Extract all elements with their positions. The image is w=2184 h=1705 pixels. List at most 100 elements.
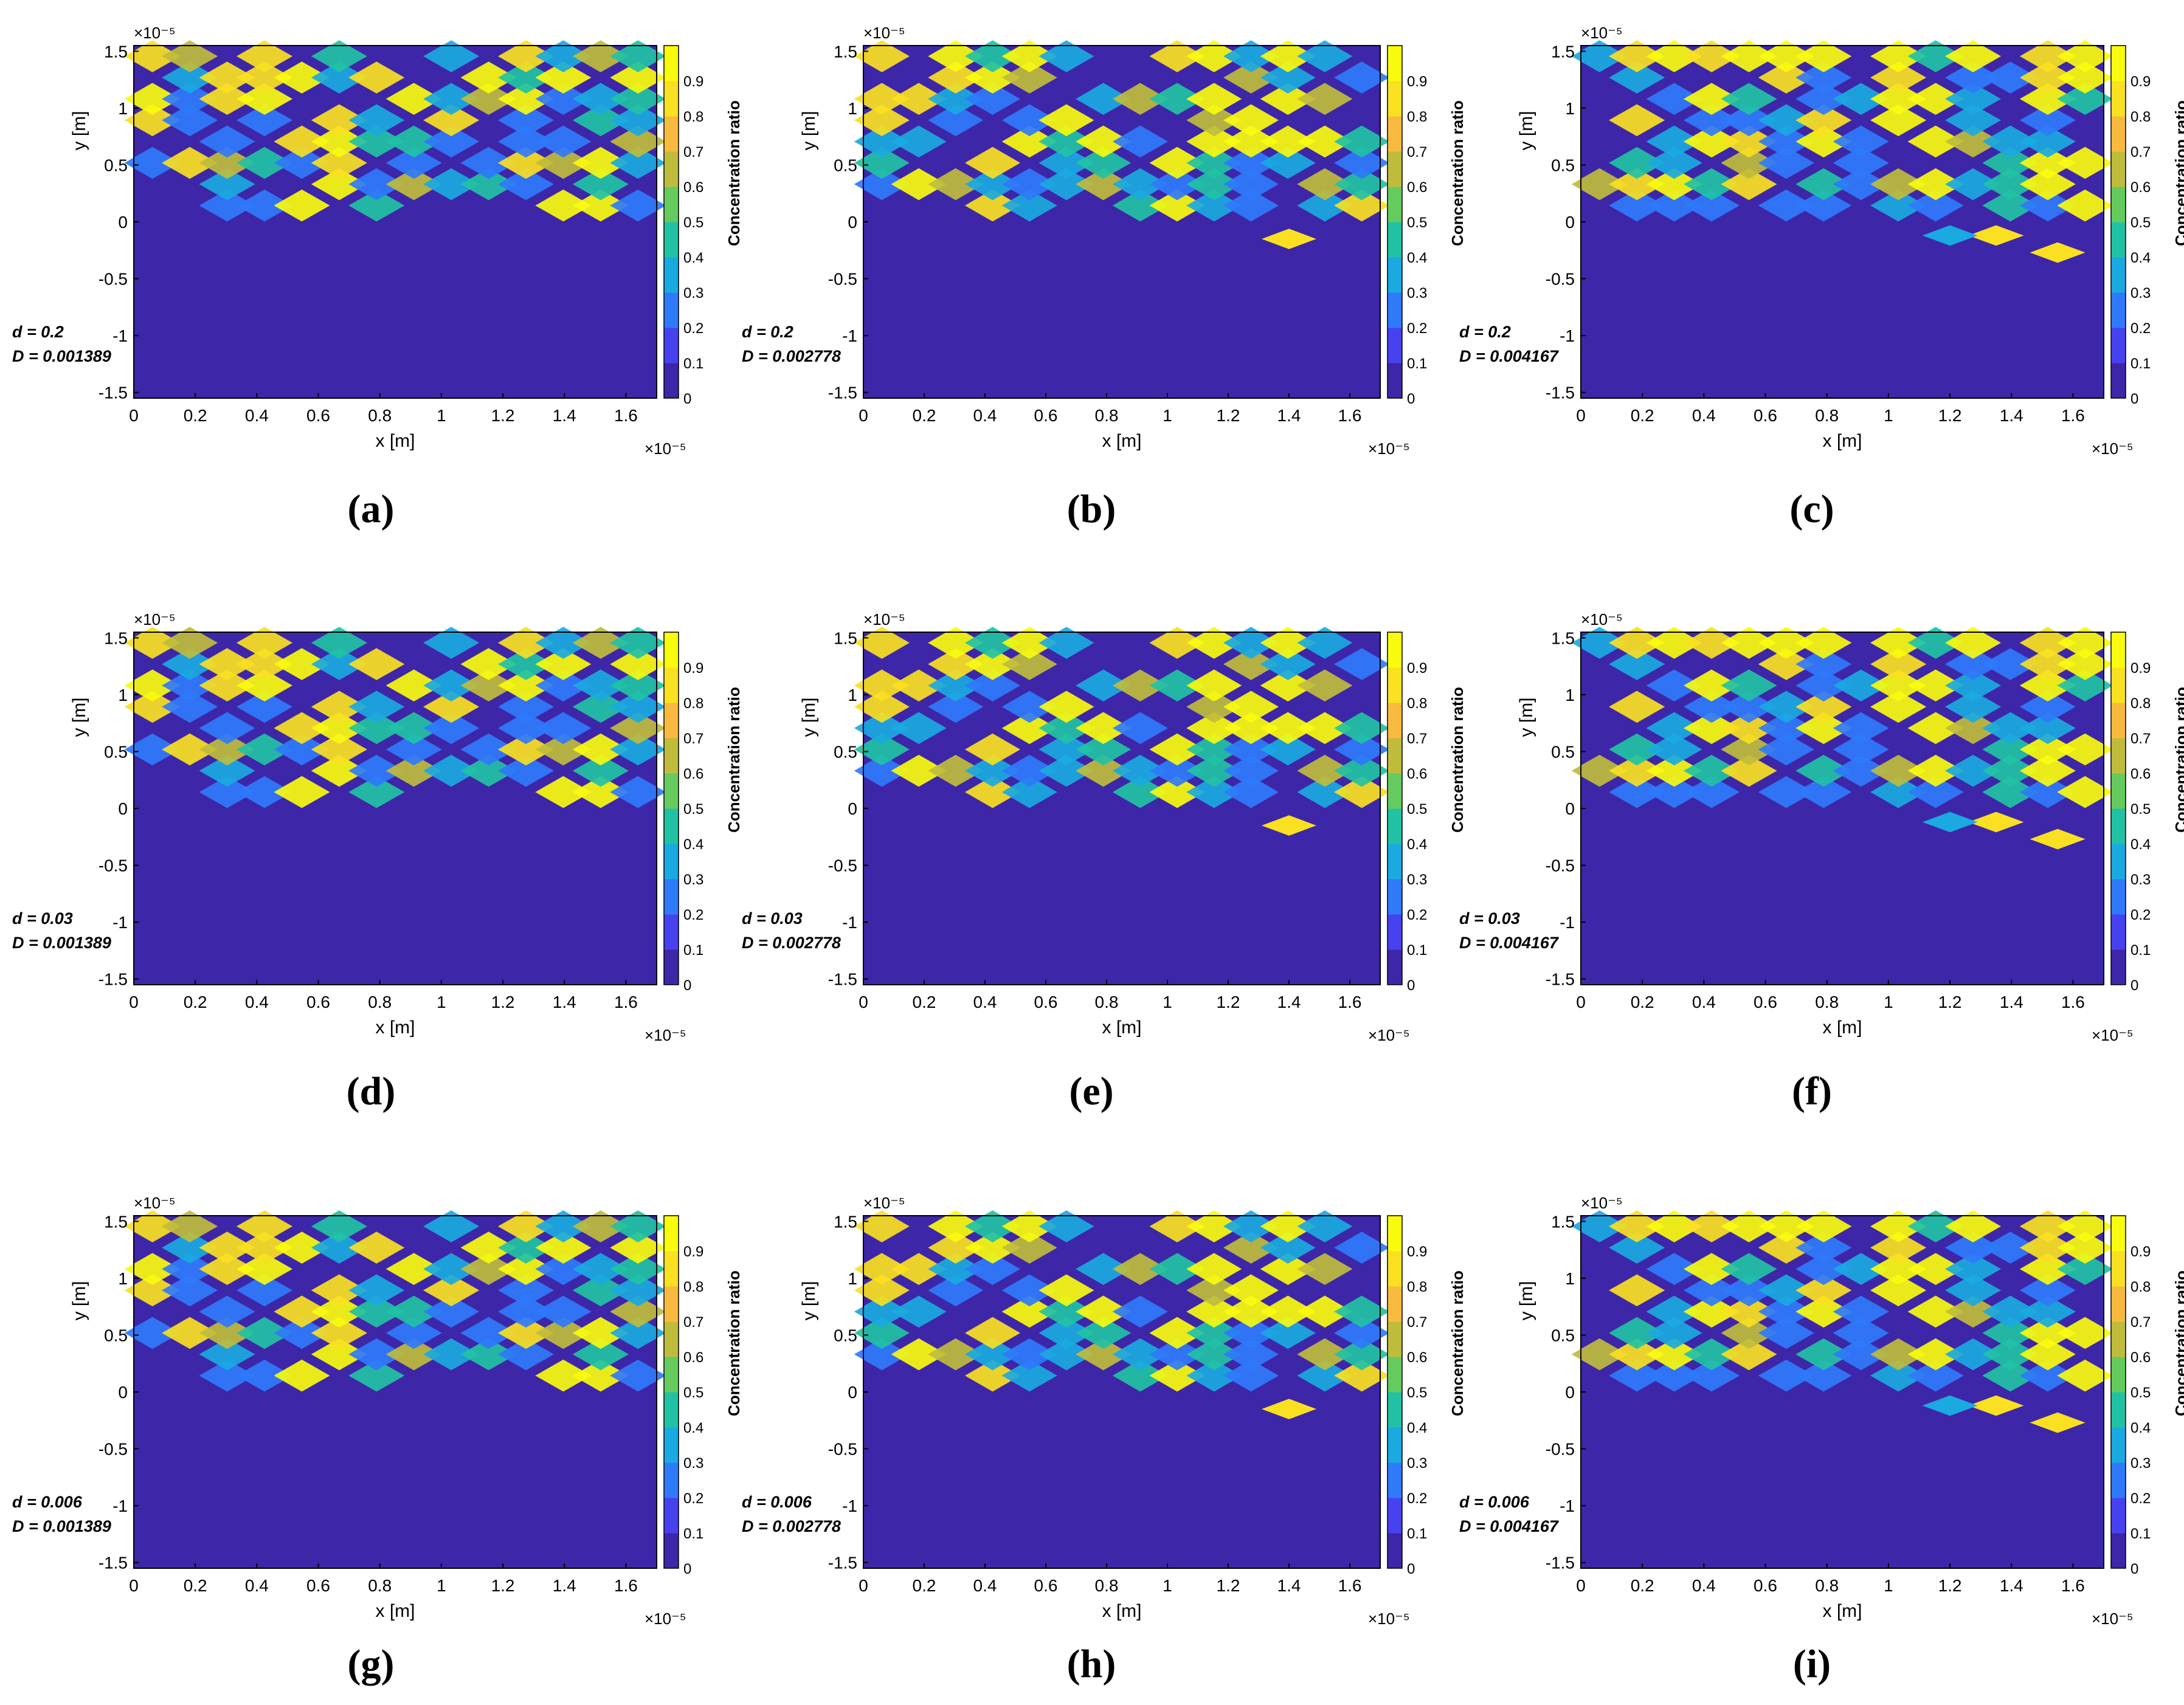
- colorbar-tick-label: 0: [683, 977, 691, 994]
- x-tick-label: 1.6: [2061, 1576, 2085, 1595]
- field-cell: [1683, 83, 1740, 115]
- field-cell: [1076, 1253, 1132, 1286]
- colorbar-tick-label: 0.7: [2130, 144, 2151, 160]
- field-cell: [610, 1231, 666, 1264]
- x-tick-label: 1: [1163, 993, 1172, 1011]
- field-cell: [1795, 1231, 1852, 1264]
- field-spot: [2030, 1412, 2086, 1433]
- colorbar-tick-label: 0.4: [1407, 836, 1427, 853]
- colorbar-tick-label: 0.5: [2130, 215, 2151, 231]
- field-cell: [1758, 1231, 1814, 1264]
- colorbar-tick-label: 0.1: [683, 1526, 703, 1542]
- colorbar: 0 0.1 0.2 0.3 0.4 0.5 0.6 0.7 0.8 0.9 Concentratio…: [1387, 632, 1467, 994]
- field-cell: [1907, 168, 1964, 201]
- y-tick-label: 0.5: [104, 742, 128, 761]
- field-cell: [311, 1231, 367, 1264]
- field-cell: [497, 1295, 555, 1328]
- field-cell: [1149, 627, 1205, 659]
- field-cell: [423, 83, 480, 115]
- x-tick-label: 0.8: [1815, 993, 1839, 1011]
- x-tick-label: 1.2: [1938, 406, 1962, 425]
- field-cell: [1795, 1253, 1852, 1286]
- colorbar-label: Concentration ratio: [2172, 1270, 2184, 1416]
- heatmap-panel-a: 0 0.2 0.4 0.6 0.8 1 1.2 1.4 1.6 -1.5 -1 -0.5 0 0.5 1 1.…: [12, 24, 743, 458]
- colorbar-frame: [663, 1215, 679, 1569]
- field-cell: [1944, 754, 2002, 787]
- x-tick-label: 0: [859, 406, 868, 425]
- annotation-d: d = 0.03: [12, 909, 73, 928]
- x-tick-label: 0.4: [1692, 993, 1716, 1011]
- field-cell: [1758, 648, 1814, 680]
- annotation-d: d = 0.006: [742, 1493, 812, 1511]
- field-cell: [497, 712, 555, 745]
- field-cell: [1076, 754, 1132, 787]
- field-cell: [236, 189, 293, 222]
- colorbar-tick-label: 0.6: [1407, 766, 1427, 782]
- x-tick-label: 0.8: [368, 993, 392, 1011]
- field-cell: [311, 125, 367, 158]
- colorbar-segment: [664, 116, 679, 152]
- field-cell: [610, 669, 666, 702]
- colorbar-segment: [2111, 808, 2126, 844]
- field-cell: [1795, 1295, 1852, 1328]
- x-tick-label: 0.8: [368, 1576, 392, 1595]
- field-cell: [1076, 83, 1132, 115]
- field-cell: [891, 1253, 947, 1286]
- field-cell: [311, 1210, 367, 1242]
- field-cell: [854, 104, 910, 137]
- y-tick-label: -1.5: [1546, 1554, 1575, 1572]
- colorbar-tick-label: 0.4: [683, 836, 703, 853]
- field-cell: [1907, 776, 1964, 808]
- field-cell: [1944, 669, 2002, 702]
- field-cell: [236, 1231, 293, 1264]
- y-tick-label: 1: [1565, 1269, 1575, 1288]
- field-cell: [311, 648, 367, 680]
- field-cell: [385, 83, 442, 115]
- field-cell: [162, 627, 218, 659]
- y-tick-label: -0.5: [1546, 856, 1575, 875]
- field-cell: [2019, 1295, 2076, 1328]
- field-cell: [572, 189, 629, 222]
- field-cell: [1334, 776, 1390, 808]
- y-tick-label: 1: [118, 1269, 128, 1288]
- heatmap-panel-b: 0 0.2 0.4 0.6 0.8 1 1.2 1.4 1.6 -1.5 -1 -0.5 0 0.5 1 1.…: [742, 24, 1467, 458]
- colorbar-tick-label: 0.3: [2130, 285, 2151, 301]
- field-cell: [535, 627, 592, 659]
- field-cell: [311, 104, 367, 137]
- colorbar-label: Concentration ratio: [1448, 1270, 1467, 1416]
- field-cell: [1038, 712, 1094, 745]
- field-cell: [2019, 648, 2076, 680]
- x-tick-label: 0.2: [1631, 993, 1654, 1011]
- field-cell: [385, 168, 442, 201]
- field-cell: [1223, 1210, 1279, 1242]
- field-cell: [1001, 104, 1057, 137]
- y-tick-label: 0: [118, 1383, 128, 1402]
- annotation-d: d = 0.006: [1459, 1493, 1530, 1511]
- field-cell: [1646, 1359, 1702, 1392]
- field-cell: [1944, 125, 2002, 158]
- field-spot: [1262, 1399, 1316, 1419]
- colorbar-tick-label: 0.9: [2130, 1244, 2151, 1260]
- field-cell: [199, 733, 255, 766]
- x-tick-label: 1.4: [553, 406, 576, 425]
- colorbar-segment: [1387, 773, 1402, 809]
- field-cell: [1982, 1231, 2039, 1264]
- field-cell: [1149, 83, 1205, 115]
- field-cell: [1833, 1253, 1889, 1286]
- field-cell: [964, 1317, 1021, 1349]
- field-cell: [1186, 125, 1242, 158]
- colorbar: 0 0.1 0.2 0.3 0.4 0.5 0.6 0.7 0.8 0.9 Concentratio…: [663, 632, 743, 994]
- colorbar-tick-label: 0.4: [1407, 1420, 1427, 1436]
- colorbar-segment: [1387, 703, 1402, 739]
- field-cell: [1334, 189, 1390, 222]
- x-tick-label: 0: [129, 406, 139, 425]
- x-multiplier: ×10⁻⁵: [1368, 1026, 1410, 1044]
- field-cell: [236, 146, 293, 179]
- field-cell: [1907, 125, 1964, 158]
- field-cell: [1112, 168, 1168, 201]
- field-cell: [1907, 1338, 1964, 1371]
- field-cell: [385, 125, 442, 158]
- field-cell: [1758, 1359, 1814, 1392]
- colorbar-segment: [664, 151, 679, 187]
- field-cell: [1038, 1295, 1094, 1328]
